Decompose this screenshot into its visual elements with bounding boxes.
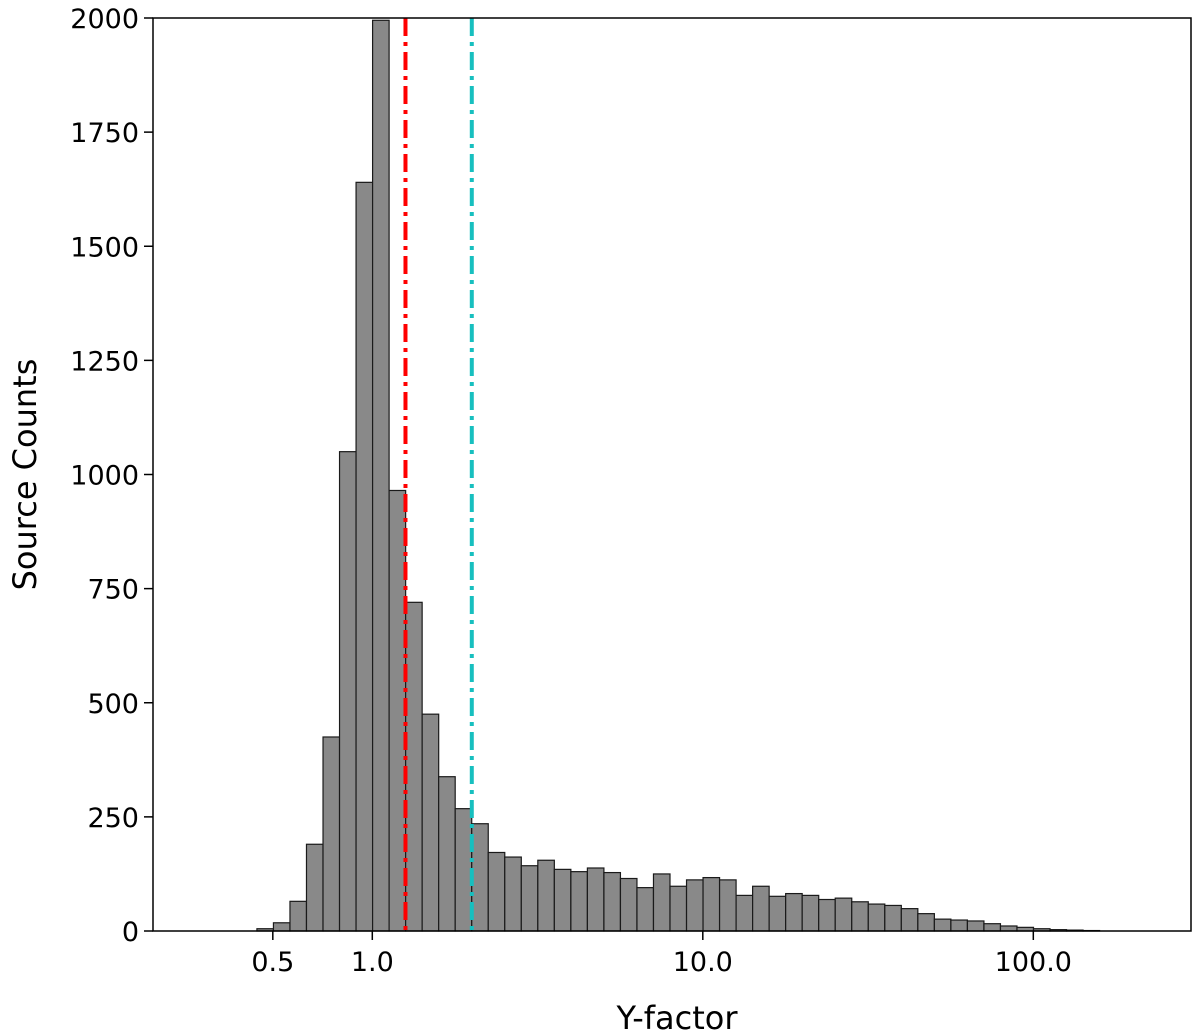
histogram-bar <box>917 913 935 932</box>
histogram-bar <box>818 898 836 932</box>
histogram-bar <box>471 823 489 932</box>
histogram-bar <box>553 868 572 932</box>
y-tick-label: 500 <box>87 689 139 720</box>
x-tick-label: 100.0 <box>995 947 1072 978</box>
bars-group <box>256 19 1101 932</box>
x-tick-label: 1.0 <box>351 947 394 978</box>
histogram-bar <box>636 887 655 932</box>
y-tick-label: 1750 <box>70 118 139 149</box>
histogram-bar <box>454 808 473 932</box>
histogram-bar <box>405 601 423 932</box>
histogram-bar <box>338 451 357 932</box>
y-tick-label: 1000 <box>70 461 139 492</box>
y-axis-ticks: 0 250 500 750 1000 1250 1500 1750 2000 <box>70 4 153 948</box>
histogram-bar <box>272 922 291 932</box>
x-axis-label: Y-factor <box>615 999 738 1035</box>
histogram-bar <box>785 892 803 932</box>
histogram-bar <box>702 876 721 932</box>
histogram-bar <box>305 843 324 932</box>
histogram-bar <box>950 919 969 932</box>
histogram-bar <box>735 894 754 932</box>
histogram-bar <box>504 856 522 932</box>
y-axis-label: Source Counts <box>6 359 44 591</box>
histogram-bar <box>685 879 704 932</box>
histogram-bar <box>801 894 820 932</box>
y-tick-label: 0 <box>122 917 139 948</box>
histogram-bar <box>537 859 555 932</box>
histogram-bar <box>933 918 952 932</box>
histogram-bar <box>487 851 506 932</box>
y-tick-label: 1500 <box>70 232 139 263</box>
histogram-bar <box>438 776 456 932</box>
histogram-bar <box>768 895 787 932</box>
x-tick-label: 0.5 <box>251 947 294 978</box>
histogram-bar <box>421 713 440 932</box>
histogram-bar <box>752 885 770 932</box>
histogram-bar <box>520 865 539 932</box>
histogram-bar <box>371 19 390 932</box>
y-tick-label: 2000 <box>70 4 139 35</box>
histogram-bar <box>718 879 737 932</box>
histogram-bar <box>900 908 919 932</box>
y-tick-label: 250 <box>87 803 139 834</box>
x-axis-ticks: 0.5 1.0 10.0 100.0 <box>251 931 1072 978</box>
reference-lines-group <box>403 18 474 931</box>
histogram-bar <box>669 885 688 932</box>
histogram-bar <box>652 873 671 932</box>
x-tick-label: 10.0 <box>673 947 733 978</box>
histogram-bar <box>586 867 605 932</box>
plot-frame <box>152 17 1192 932</box>
histogram-bar <box>884 904 902 932</box>
histogram-bar <box>619 877 638 932</box>
histogram-bar <box>867 903 886 932</box>
histogram-bar <box>851 901 869 932</box>
histogram-bar <box>570 871 588 932</box>
histogram-bar <box>966 920 985 932</box>
histogram-bar <box>388 489 407 932</box>
histogram-bar <box>603 871 622 932</box>
histogram-bar <box>834 897 853 932</box>
histogram-bar <box>999 925 1018 932</box>
histogram-bar <box>983 923 1002 932</box>
histogram-bar <box>355 181 374 932</box>
y-tick-label: 750 <box>87 575 139 606</box>
histogram-bar <box>322 736 341 932</box>
histogram-bar <box>289 900 308 932</box>
y-tick-label: 1250 <box>70 346 139 377</box>
